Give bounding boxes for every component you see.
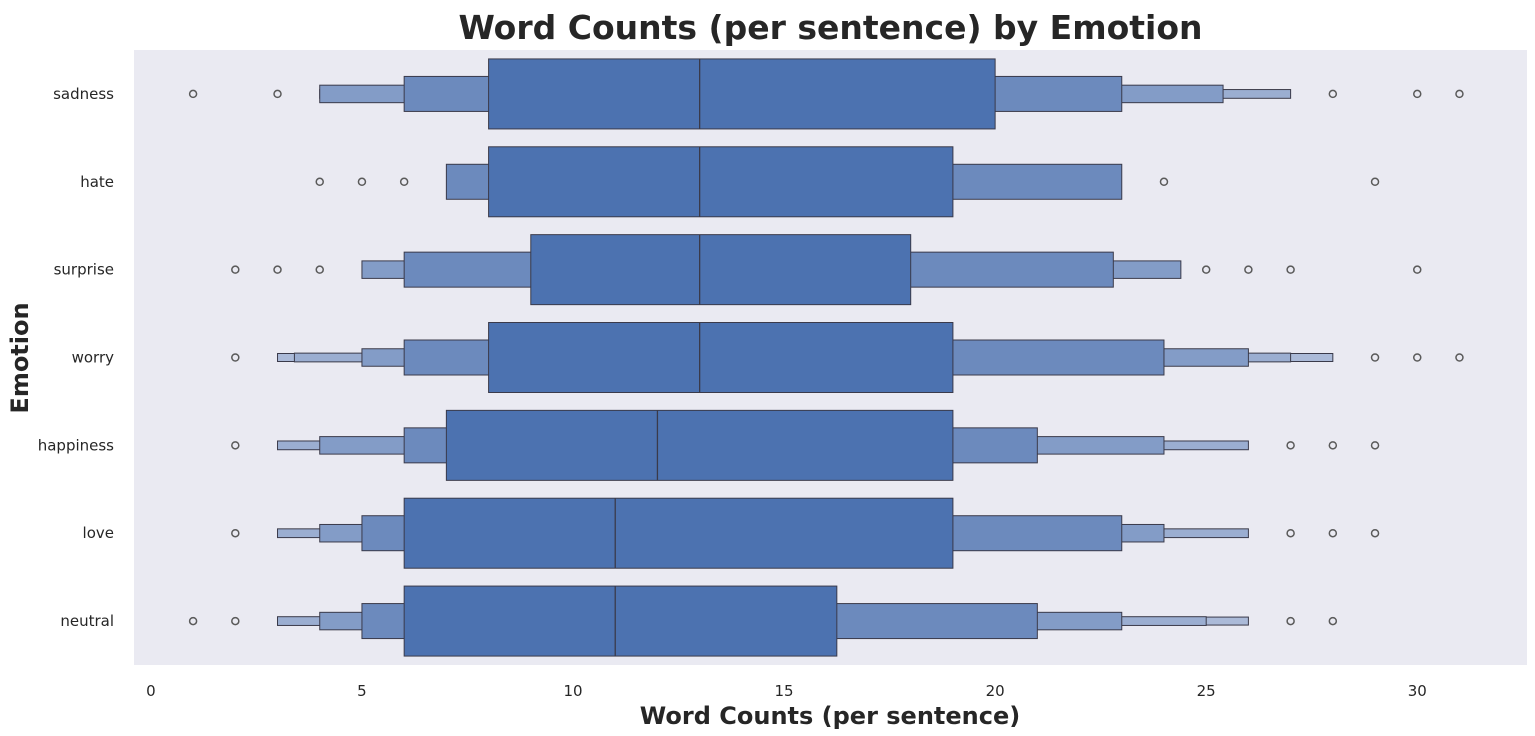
- boxen-box: [488, 58, 996, 130]
- outlier-point: [1455, 353, 1464, 362]
- outlier-point: [1286, 528, 1295, 538]
- x-tick-label: 5: [357, 682, 367, 700]
- x-tick-label: 20: [986, 682, 1005, 700]
- outlier-point: [1286, 441, 1295, 450]
- outlier-point: [231, 528, 240, 538]
- outlier-point: [1455, 89, 1464, 99]
- outlier-point: [1412, 89, 1422, 99]
- outlier-point: [188, 616, 198, 626]
- outlier-point: [231, 441, 240, 450]
- boxen-box: [488, 322, 954, 393]
- outlier-point: [315, 177, 324, 187]
- y-tick-label-neutral: neutral: [60, 612, 114, 630]
- x-tick-label: 30: [1408, 682, 1427, 700]
- outlier-point: [399, 177, 409, 187]
- outlier-point: [231, 616, 240, 626]
- boxen-box: [403, 585, 838, 657]
- x-tick-label: 10: [563, 682, 582, 700]
- x-axis-label: Word Counts (per sentence): [640, 702, 1020, 730]
- chart-title: Word Counts (per sentence) by Emotion: [458, 8, 1203, 47]
- y-tick-label-surprise: surprise: [54, 261, 114, 279]
- outlier-point: [1201, 265, 1211, 274]
- outlier-point: [1286, 616, 1295, 626]
- outlier-point: [1370, 441, 1380, 450]
- outlier-point: [188, 89, 198, 99]
- outlier-point: [1412, 353, 1422, 362]
- outlier-point: [231, 265, 240, 274]
- boxen-box: [488, 146, 954, 218]
- outlier-point: [1370, 528, 1380, 538]
- outlier-point: [231, 353, 240, 362]
- boxen-box: [445, 409, 954, 481]
- y-tick-label-love: love: [83, 524, 114, 542]
- outlier-point: [1328, 441, 1338, 450]
- y-tick-label-worry: worry: [72, 349, 115, 367]
- outlier-point: [1328, 616, 1338, 626]
- outlier-point: [1412, 265, 1422, 274]
- boxen-box: [403, 497, 954, 569]
- x-tick-label: 0: [146, 682, 156, 700]
- outlier-point: [1159, 177, 1169, 187]
- outlier-point: [357, 177, 367, 187]
- outlier-point: [273, 89, 282, 99]
- y-tick-label-sadness: sadness: [53, 85, 114, 103]
- outlier-point: [1370, 353, 1380, 362]
- outlier-point: [1244, 265, 1253, 274]
- boxen-box: [530, 234, 912, 306]
- outlier-point: [315, 265, 324, 274]
- x-tick-label: 15: [775, 682, 794, 700]
- y-tick-label-happiness: happiness: [38, 436, 114, 454]
- y-tick-label-hate: hate: [80, 173, 114, 191]
- outlier-point: [273, 265, 282, 274]
- outlier-point: [1286, 265, 1295, 274]
- outlier-point: [1370, 177, 1380, 187]
- y-axis-label: Emotion: [6, 302, 34, 413]
- x-tick-label: 25: [1197, 682, 1216, 700]
- outlier-point: [1328, 528, 1338, 538]
- outlier-point: [1328, 89, 1338, 99]
